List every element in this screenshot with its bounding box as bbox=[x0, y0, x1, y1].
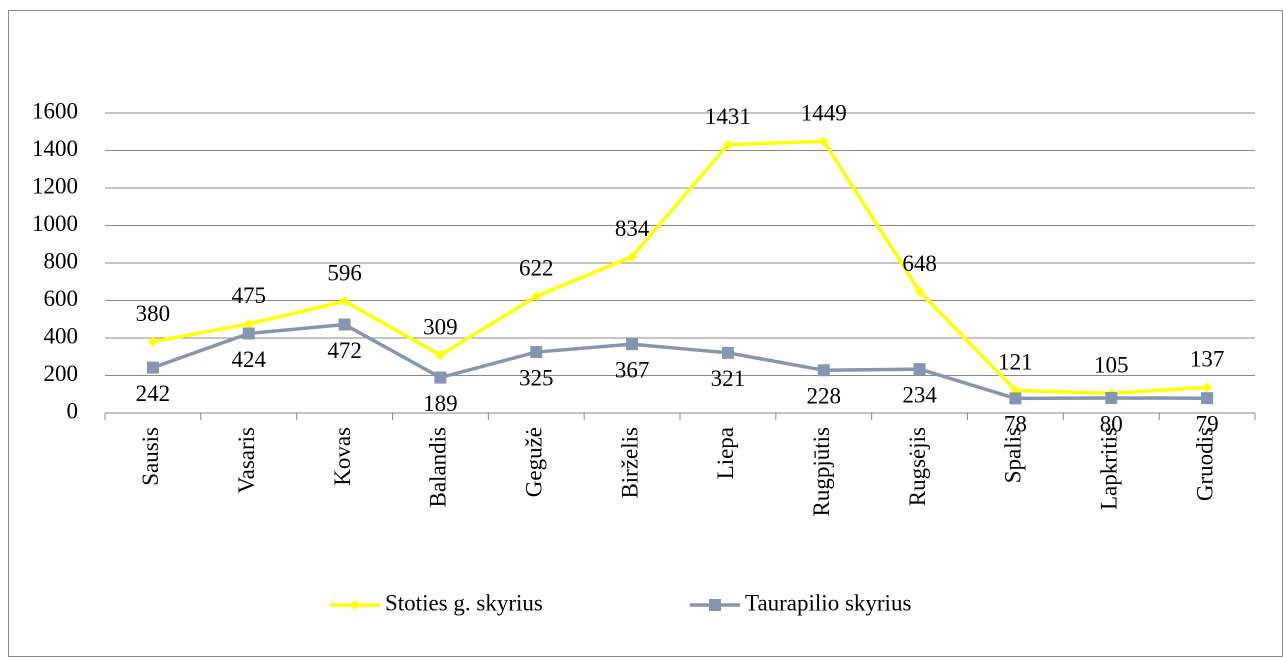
marker bbox=[913, 363, 926, 376]
data-label: 367 bbox=[615, 357, 650, 382]
marker bbox=[530, 346, 543, 359]
y-tick-label: 1400 bbox=[32, 136, 78, 161]
legend-label: Taurapilio skyrius bbox=[745, 590, 911, 615]
marker bbox=[627, 251, 638, 262]
marker bbox=[1105, 392, 1118, 404]
marker bbox=[338, 318, 351, 331]
x-tick-label: Gruodis bbox=[1192, 427, 1217, 501]
marker bbox=[434, 371, 447, 384]
y-tick-label: 600 bbox=[44, 286, 79, 311]
data-label: 234 bbox=[902, 382, 937, 407]
data-label: 121 bbox=[998, 350, 1033, 375]
y-tick-label: 1000 bbox=[32, 211, 78, 236]
marker bbox=[709, 599, 721, 611]
x-tick-label: Birželis bbox=[617, 427, 642, 499]
data-label: 380 bbox=[136, 301, 171, 326]
y-tick-label: 200 bbox=[44, 361, 79, 386]
data-label: 622 bbox=[519, 256, 554, 281]
data-label: 648 bbox=[902, 251, 937, 276]
x-tick-label: Spalis bbox=[1001, 427, 1026, 483]
marker bbox=[531, 291, 542, 302]
marker bbox=[1009, 392, 1022, 405]
y-tick-label: 0 bbox=[67, 398, 79, 423]
legend-label: Stoties g. skyrius bbox=[385, 590, 543, 615]
marker bbox=[817, 364, 830, 377]
marker bbox=[914, 286, 925, 297]
data-label: 105 bbox=[1094, 353, 1129, 378]
data-label: 309 bbox=[423, 314, 458, 339]
data-label: 475 bbox=[232, 283, 267, 308]
marker bbox=[243, 318, 254, 329]
data-label: 1449 bbox=[801, 101, 847, 126]
y-tick-label: 400 bbox=[44, 323, 79, 348]
marker bbox=[242, 327, 255, 340]
x-tick-label: Lapkritis bbox=[1097, 427, 1122, 510]
x-tick-label: Liepa bbox=[713, 427, 738, 479]
marker bbox=[722, 139, 733, 150]
marker bbox=[626, 338, 639, 351]
data-label: 321 bbox=[711, 366, 746, 391]
series-line bbox=[152, 139, 1208, 396]
data-label: 596 bbox=[327, 261, 362, 286]
data-label: 189 bbox=[423, 391, 458, 416]
data-label: 228 bbox=[807, 384, 842, 409]
x-tick-label: Vasaris bbox=[234, 427, 259, 493]
marker bbox=[435, 350, 446, 361]
data-label: 80 bbox=[1100, 411, 1123, 436]
data-label: 424 bbox=[232, 347, 267, 372]
marker bbox=[1202, 382, 1213, 393]
data-label: 472 bbox=[327, 338, 362, 363]
marker bbox=[147, 336, 158, 347]
data-label: 1431 bbox=[705, 104, 751, 129]
data-label: 325 bbox=[519, 365, 554, 390]
y-tick-label: 1600 bbox=[32, 98, 78, 123]
marker bbox=[339, 296, 350, 307]
y-tick-label: 800 bbox=[44, 248, 79, 273]
x-tick-label: Kovas bbox=[330, 427, 355, 486]
y-tick-label: 1200 bbox=[32, 173, 78, 198]
series-line bbox=[152, 322, 1208, 401]
x-tick-label: Rugpjūtis bbox=[809, 427, 834, 517]
x-tick-label: Rugsėjis bbox=[905, 427, 930, 506]
data-label: 78 bbox=[1004, 412, 1027, 437]
x-tick-label: Balandis bbox=[426, 427, 451, 508]
data-label: 137 bbox=[1190, 347, 1225, 372]
marker bbox=[350, 600, 360, 610]
data-label: 79 bbox=[1196, 411, 1219, 436]
x-tick-label: Gegužė bbox=[522, 427, 547, 497]
data-label: 242 bbox=[136, 381, 171, 406]
marker bbox=[721, 346, 734, 359]
marker bbox=[146, 361, 159, 374]
marker bbox=[1201, 392, 1214, 405]
x-tick-label: Sausis bbox=[138, 427, 163, 486]
data-label: 834 bbox=[615, 216, 650, 241]
chart-frame bbox=[8, 10, 1283, 657]
marker bbox=[818, 136, 829, 147]
